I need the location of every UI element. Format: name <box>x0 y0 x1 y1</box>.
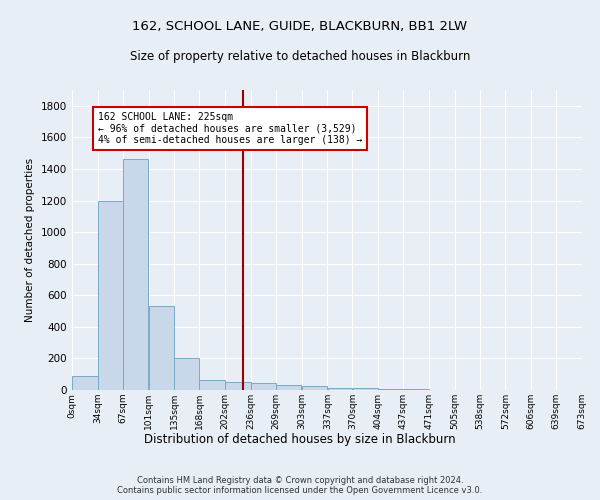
Bar <box>98 200 122 390</box>
Bar <box>72 376 98 390</box>
Text: Distribution of detached houses by size in Blackburn: Distribution of detached houses by size … <box>144 432 456 446</box>
Bar <box>251 384 276 390</box>
Bar <box>225 382 251 390</box>
Bar <box>353 388 378 390</box>
Bar <box>302 386 327 390</box>
Text: Contains HM Land Registry data © Crown copyright and database right 2024.
Contai: Contains HM Land Registry data © Crown c… <box>118 476 482 495</box>
Bar <box>123 160 148 390</box>
Bar <box>403 389 429 390</box>
Text: 162, SCHOOL LANE, GUIDE, BLACKBURN, BB1 2LW: 162, SCHOOL LANE, GUIDE, BLACKBURN, BB1 … <box>133 20 467 33</box>
Text: 162 SCHOOL LANE: 225sqm
← 96% of detached houses are smaller (3,529)
4% of semi-: 162 SCHOOL LANE: 225sqm ← 96% of detache… <box>98 112 362 146</box>
Bar <box>149 306 174 390</box>
Bar <box>276 386 301 390</box>
Bar <box>328 388 352 390</box>
Bar <box>378 388 403 390</box>
Text: Size of property relative to detached houses in Blackburn: Size of property relative to detached ho… <box>130 50 470 63</box>
Y-axis label: Number of detached properties: Number of detached properties <box>25 158 35 322</box>
Bar <box>175 358 199 390</box>
Bar <box>199 380 225 390</box>
